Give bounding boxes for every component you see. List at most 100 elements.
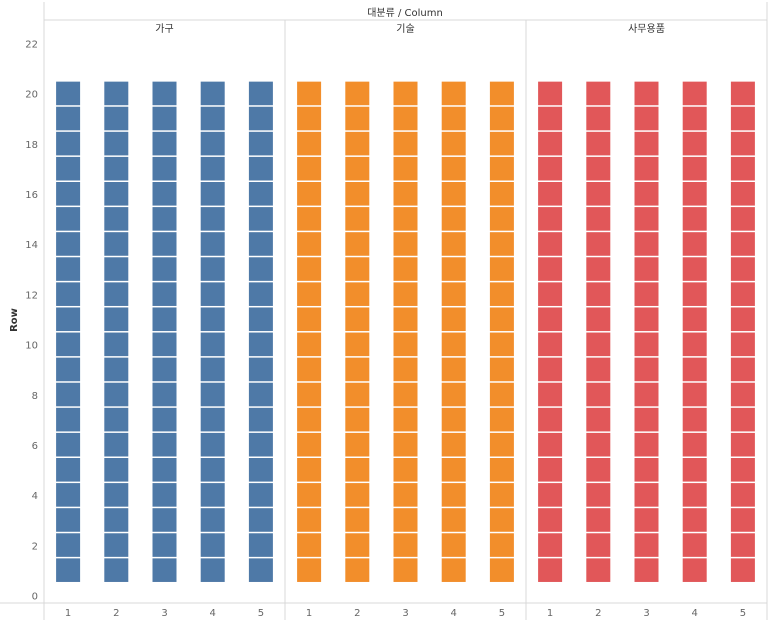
waffle-cell <box>441 207 466 231</box>
waffle-cell <box>200 533 225 557</box>
panel-2: 기술 1 2 3 4 5 <box>297 23 514 619</box>
waffle-cell <box>489 232 514 256</box>
waffle-cell <box>345 458 370 482</box>
waffle-cell <box>682 282 707 306</box>
waffle-cell <box>393 483 418 507</box>
waffle-cell <box>489 81 514 106</box>
waffle-cell <box>441 332 466 357</box>
waffle-cell <box>200 458 225 482</box>
waffle-cell <box>489 207 514 231</box>
waffle-cell <box>393 156 418 181</box>
waffle-cell <box>104 282 129 306</box>
waffle-cell <box>393 407 418 432</box>
waffle-cell <box>297 156 322 181</box>
waffle-cell <box>634 257 659 281</box>
waffle-cell <box>56 182 81 206</box>
waffle-cell <box>393 232 418 256</box>
panel-1: 가구 1 2 3 4 5 <box>56 23 273 619</box>
waffle-cell <box>730 432 755 457</box>
waffle-cell <box>634 458 659 482</box>
waffle-cell <box>104 156 129 181</box>
waffle-cell <box>489 357 514 382</box>
waffle-cell <box>393 182 418 206</box>
waffle-cell <box>152 508 177 532</box>
waffle-cell <box>538 257 563 281</box>
waffle-cell <box>104 131 129 156</box>
waffle-cell <box>104 106 129 131</box>
waffle-cell <box>56 533 81 557</box>
waffle-cell <box>297 533 322 557</box>
waffle-cell <box>152 432 177 457</box>
waffle-cell <box>345 232 370 256</box>
waffle-cell <box>586 483 611 507</box>
waffle-cell <box>489 407 514 432</box>
waffle-cell <box>104 332 129 357</box>
waffle-cell <box>152 558 177 582</box>
x-tick-label: 3 <box>402 608 408 619</box>
waffle-cell <box>634 182 659 206</box>
waffle-cell <box>634 558 659 582</box>
x-tick-label: 1 <box>65 608 71 619</box>
waffle-cell <box>248 182 273 206</box>
waffle-cell <box>200 156 225 181</box>
x-tick-label: 3 <box>643 608 649 619</box>
waffle-cell <box>345 382 370 407</box>
waffle-cell <box>104 207 129 231</box>
category-panels: 가구 1 2 3 4 5 기술 1 2 3 4 5 사무용품 1 2 3 4 5 <box>56 23 755 619</box>
waffle-cell <box>586 156 611 181</box>
waffle-cell <box>56 106 81 131</box>
waffle-cell <box>248 508 273 532</box>
y-tick-label: 8 <box>32 391 38 402</box>
waffle-cell <box>152 533 177 557</box>
waffle-cell <box>104 483 129 507</box>
waffle-cell <box>152 131 177 156</box>
waffle-cell <box>634 156 659 181</box>
waffle-cell <box>297 81 322 106</box>
waffle-cell <box>634 282 659 306</box>
x-tick-label: 5 <box>258 608 264 619</box>
y-axis-ticks: 0 2 4 6 8 10 12 14 16 18 20 22 <box>25 40 38 603</box>
waffle-cell <box>248 483 273 507</box>
waffle-cell <box>682 257 707 281</box>
waffle-cell <box>345 483 370 507</box>
waffle-cell <box>586 558 611 582</box>
waffle-cell <box>730 81 755 106</box>
waffle-cell <box>538 131 563 156</box>
waffle-cell <box>489 508 514 532</box>
waffle-cell <box>200 282 225 306</box>
waffle-cell <box>730 382 755 407</box>
waffle-cell <box>538 156 563 181</box>
waffle-cell <box>538 307 563 332</box>
x-tick-label: 2 <box>354 608 360 619</box>
waffle-cell <box>730 207 755 231</box>
y-tick-label: 16 <box>25 190 38 201</box>
waffle-cell <box>441 432 466 457</box>
waffle-cell <box>730 332 755 357</box>
y-tick-label: 2 <box>32 541 38 552</box>
y-tick-label: 6 <box>32 441 38 452</box>
waffle-cell <box>441 156 466 181</box>
waffle-cell <box>634 533 659 557</box>
waffle-cell <box>538 207 563 231</box>
waffle-cell <box>104 558 129 582</box>
waffle-cell <box>345 156 370 181</box>
x-tick-label: 1 <box>547 608 553 619</box>
waffle-cell <box>297 458 322 482</box>
y-tick-label: 10 <box>25 341 38 352</box>
waffle-cell <box>56 332 81 357</box>
waffle-cell <box>538 432 563 457</box>
waffle-cell <box>56 81 81 106</box>
waffle-cell <box>441 182 466 206</box>
waffle-cell <box>393 332 418 357</box>
waffle-cell <box>489 432 514 457</box>
waffle-cell <box>152 458 177 482</box>
waffle-cell <box>489 332 514 357</box>
waffle-cell <box>200 332 225 357</box>
waffle-cell <box>682 407 707 432</box>
waffle-cell <box>682 182 707 206</box>
waffle-cell <box>152 182 177 206</box>
waffle-cell <box>200 106 225 131</box>
x-tick-label: 4 <box>451 608 457 619</box>
waffle-cell <box>345 508 370 532</box>
x-tick-label: 5 <box>499 608 505 619</box>
